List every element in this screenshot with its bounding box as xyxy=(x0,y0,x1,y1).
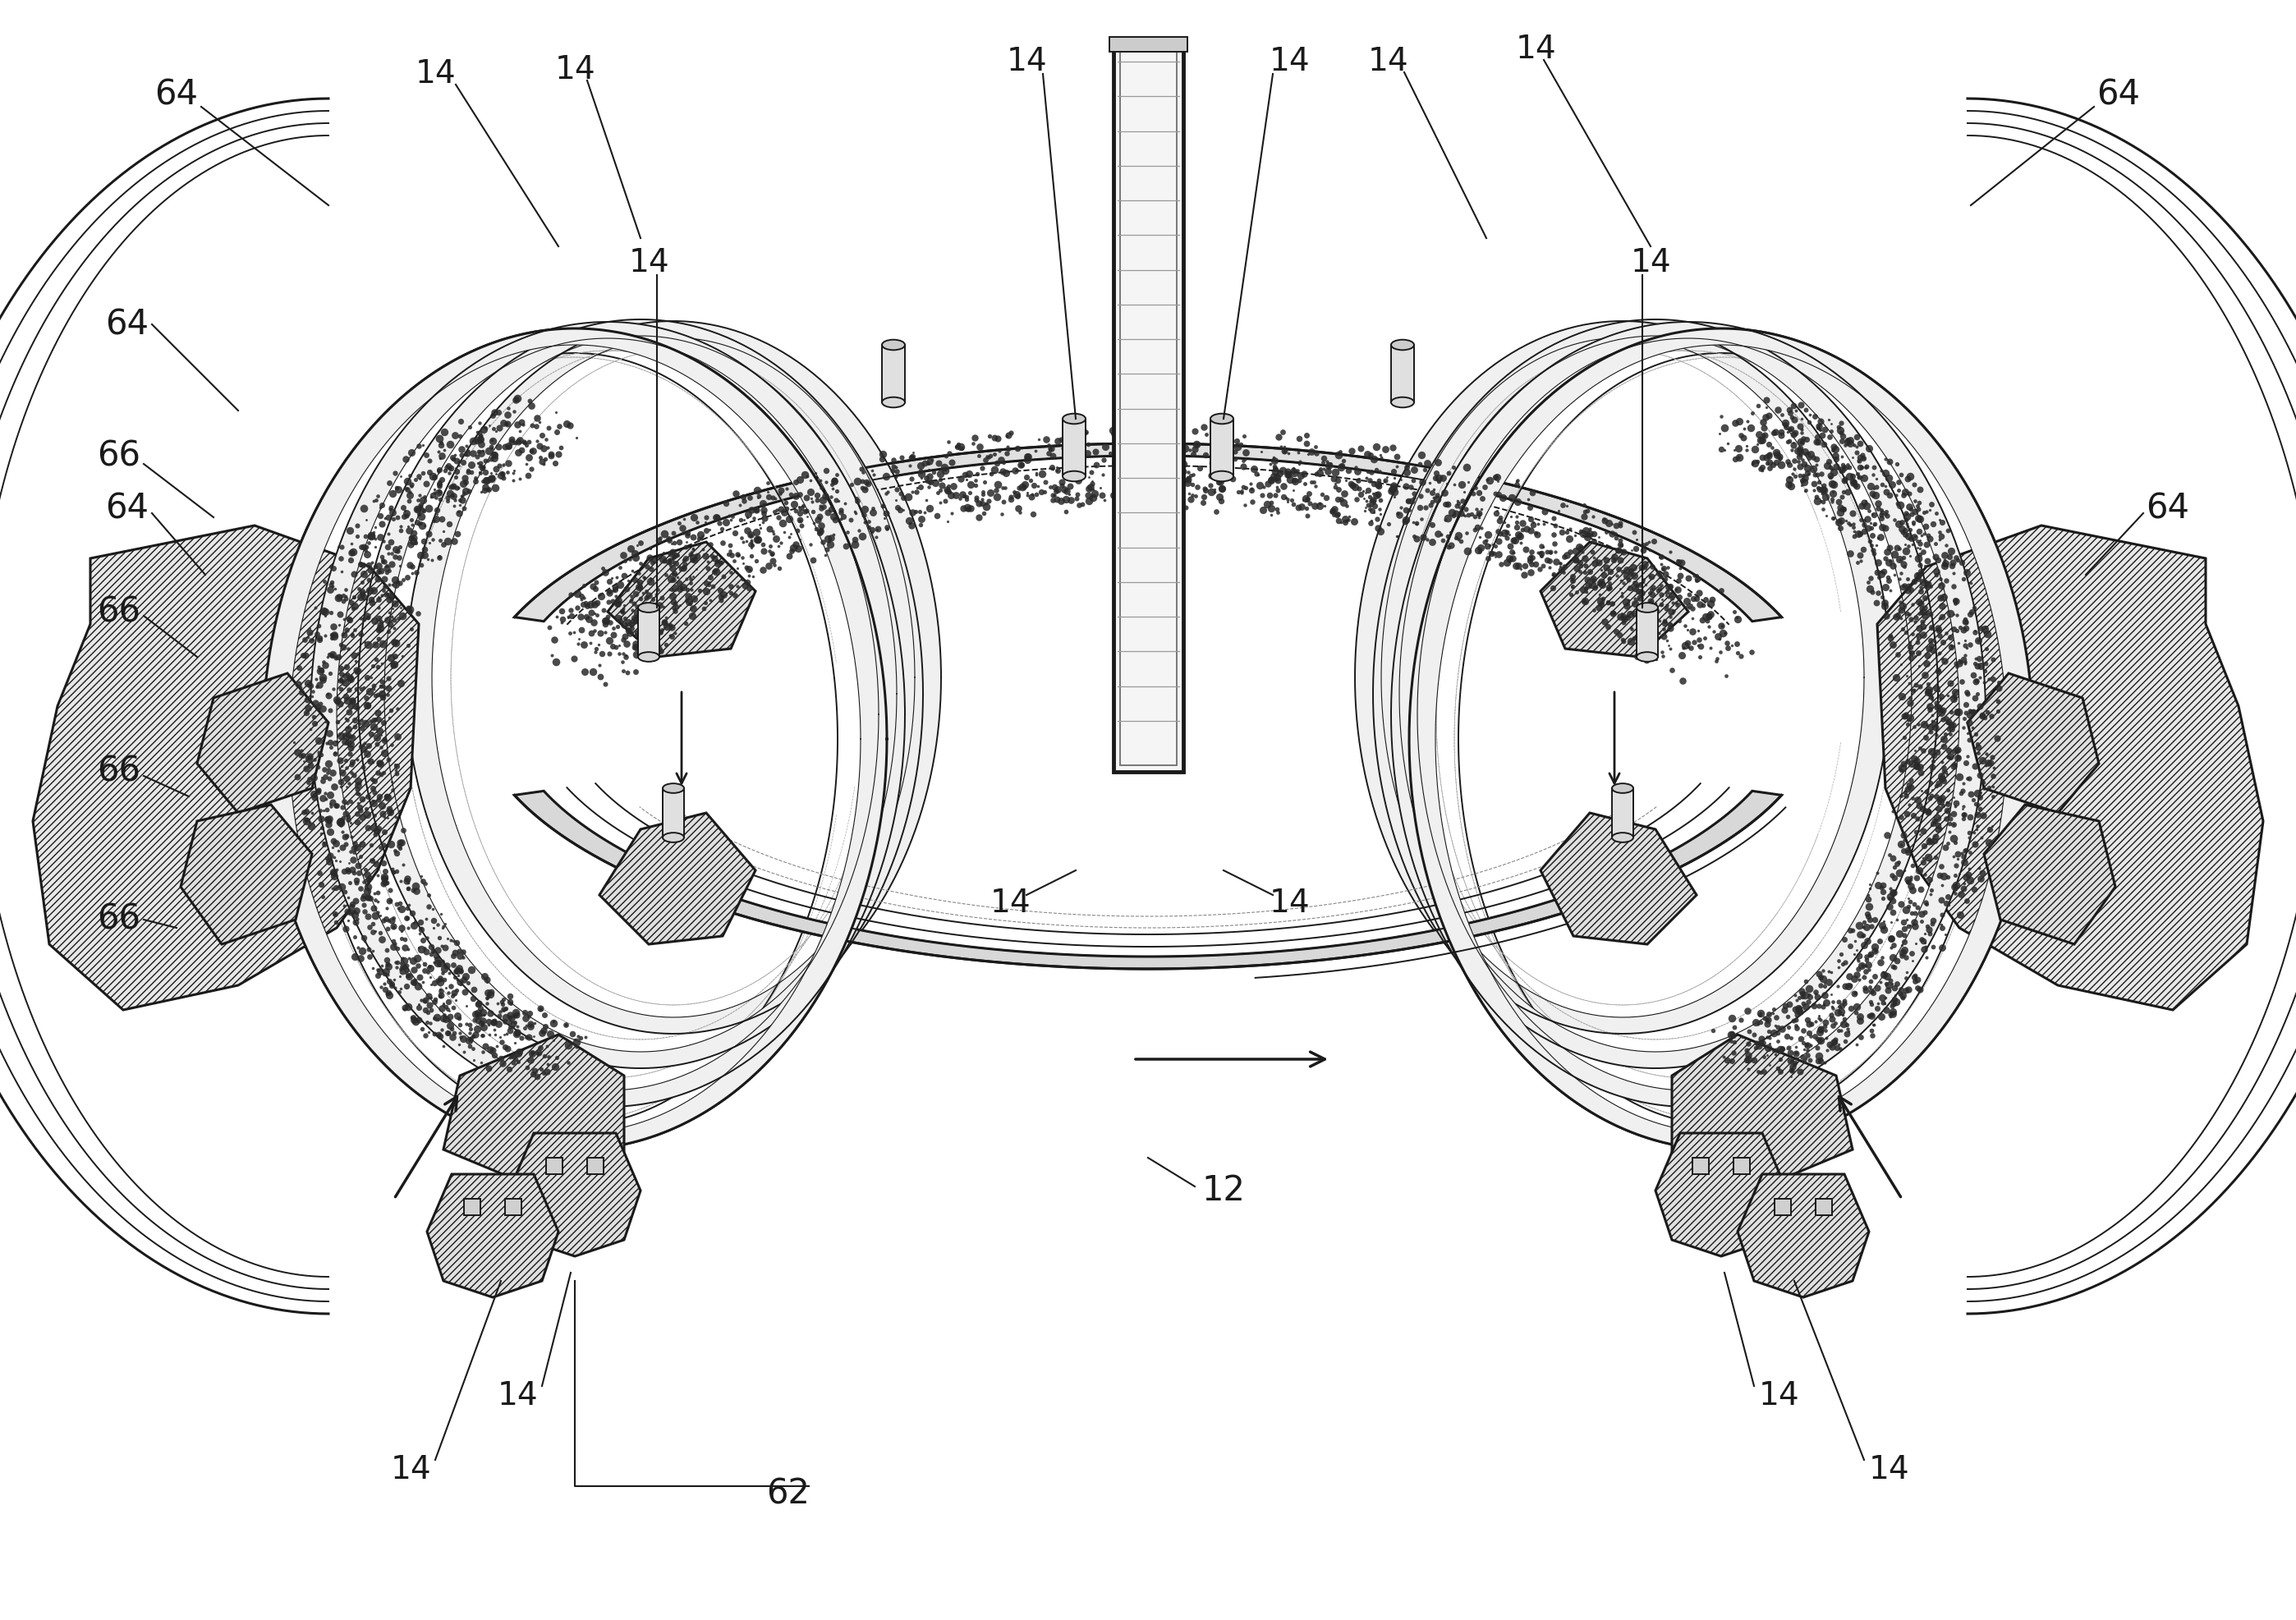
Bar xyxy=(1114,45,1182,771)
Bar xyxy=(1120,52,1176,765)
Text: 14: 14 xyxy=(1759,1380,1800,1411)
Polygon shape xyxy=(181,805,312,944)
Text: 14: 14 xyxy=(416,58,455,89)
Text: 12: 12 xyxy=(1201,1173,1244,1209)
Text: 14: 14 xyxy=(390,1455,432,1486)
Text: 14: 14 xyxy=(990,888,1031,919)
Polygon shape xyxy=(514,791,1782,969)
Bar xyxy=(1109,37,1187,52)
Bar xyxy=(638,608,659,656)
Text: 14: 14 xyxy=(1630,248,1671,279)
Polygon shape xyxy=(1968,674,2099,813)
Ellipse shape xyxy=(1063,471,1086,481)
Ellipse shape xyxy=(882,397,905,408)
Bar xyxy=(1692,1158,1708,1174)
Text: 64: 64 xyxy=(106,308,149,342)
Polygon shape xyxy=(310,322,905,1106)
Polygon shape xyxy=(1671,1035,1853,1191)
Text: 14: 14 xyxy=(1515,34,1557,65)
Bar xyxy=(1210,418,1233,476)
Polygon shape xyxy=(1984,805,2115,944)
Ellipse shape xyxy=(1612,833,1632,842)
Text: 14: 14 xyxy=(1270,888,1309,919)
Polygon shape xyxy=(358,319,923,1068)
Text: 14: 14 xyxy=(1270,45,1309,78)
Bar xyxy=(882,345,905,402)
Ellipse shape xyxy=(664,784,684,794)
Text: 62: 62 xyxy=(767,1477,810,1511)
Text: 66: 66 xyxy=(96,902,140,936)
Bar xyxy=(1612,789,1632,838)
Polygon shape xyxy=(197,674,328,813)
Text: 14: 14 xyxy=(629,248,668,279)
Text: 66: 66 xyxy=(96,755,140,789)
Bar xyxy=(1733,1158,1750,1174)
Polygon shape xyxy=(510,1132,641,1256)
Polygon shape xyxy=(262,329,886,1150)
Text: 64: 64 xyxy=(2147,492,2190,526)
Text: 14: 14 xyxy=(496,1380,537,1411)
Text: 64: 64 xyxy=(106,492,149,526)
Ellipse shape xyxy=(1391,397,1414,408)
Polygon shape xyxy=(1391,322,1986,1106)
Ellipse shape xyxy=(882,340,905,350)
Bar xyxy=(1391,345,1414,402)
Bar xyxy=(1775,1199,1791,1215)
Ellipse shape xyxy=(638,653,659,661)
Ellipse shape xyxy=(1210,413,1233,424)
Text: 64: 64 xyxy=(154,78,197,112)
Bar xyxy=(505,1199,521,1215)
Text: 66: 66 xyxy=(96,595,140,629)
Polygon shape xyxy=(514,444,1782,622)
Text: 14: 14 xyxy=(553,53,595,86)
Bar xyxy=(546,1158,563,1174)
Text: 14: 14 xyxy=(1869,1455,1908,1486)
Bar xyxy=(464,1199,480,1215)
Polygon shape xyxy=(32,525,418,1009)
Text: 64: 64 xyxy=(2096,78,2140,112)
Text: 14: 14 xyxy=(1368,45,1407,78)
Bar xyxy=(1637,608,1658,656)
Bar xyxy=(1816,1199,1832,1215)
Ellipse shape xyxy=(1210,471,1233,481)
Ellipse shape xyxy=(664,833,684,842)
Polygon shape xyxy=(1655,1132,1786,1256)
Polygon shape xyxy=(1410,329,2034,1150)
Polygon shape xyxy=(1541,813,1697,944)
Polygon shape xyxy=(443,1035,625,1191)
Text: 14: 14 xyxy=(1006,45,1047,78)
Ellipse shape xyxy=(1063,413,1086,424)
Ellipse shape xyxy=(1637,653,1658,661)
Ellipse shape xyxy=(1637,603,1658,612)
Polygon shape xyxy=(1878,525,2264,1009)
Polygon shape xyxy=(427,1174,558,1298)
Ellipse shape xyxy=(1612,784,1632,794)
Polygon shape xyxy=(406,321,941,1034)
Ellipse shape xyxy=(638,603,659,612)
Bar xyxy=(588,1158,604,1174)
Bar xyxy=(1063,418,1086,476)
Polygon shape xyxy=(1541,543,1688,656)
Polygon shape xyxy=(599,813,755,944)
Polygon shape xyxy=(1355,321,1890,1034)
Bar xyxy=(664,789,684,838)
Ellipse shape xyxy=(1391,340,1414,350)
Polygon shape xyxy=(1373,319,1938,1068)
Polygon shape xyxy=(1738,1174,1869,1298)
Polygon shape xyxy=(608,543,755,656)
Text: 66: 66 xyxy=(96,439,140,473)
